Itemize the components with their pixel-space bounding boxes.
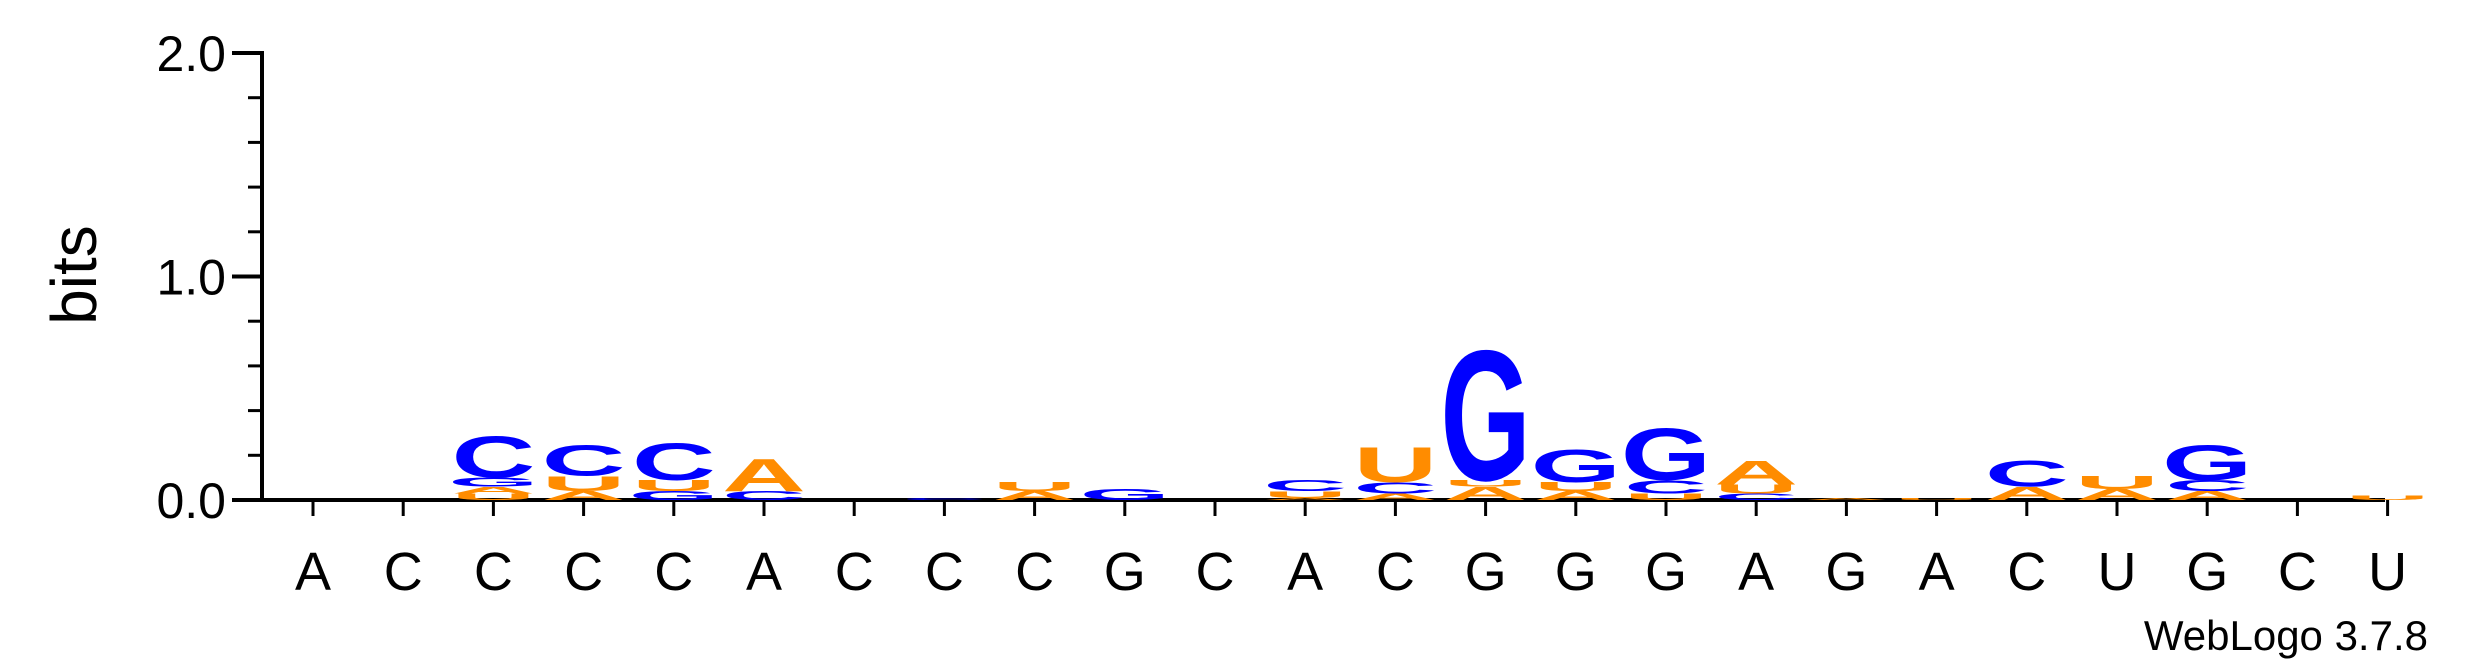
logo-letter-a: A xyxy=(1534,489,1618,503)
logo-letter-g: G xyxy=(629,489,719,503)
logo-letter-c: C xyxy=(1624,477,1708,498)
x-tick-label: G xyxy=(1465,542,1507,602)
logo-letter-a: A xyxy=(1353,492,1437,502)
y-tick-label: 2.0 xyxy=(156,26,226,82)
logo-letter-u: U xyxy=(2075,472,2159,493)
logo-letter-c: C xyxy=(1353,479,1437,496)
x-tick-label: G xyxy=(1825,542,1867,602)
logo-letter-c: C xyxy=(542,436,626,485)
logo-letter-u: U xyxy=(451,492,535,502)
x-tick-label: C xyxy=(2007,542,2046,602)
y-axis-label: bits xyxy=(38,225,110,325)
logo-letter-a: A xyxy=(1985,483,2069,504)
logo-letter-u: U xyxy=(1624,492,1708,502)
x-tick-label: C xyxy=(1376,542,1415,602)
logo-letter-u: U xyxy=(1444,478,1528,488)
x-tick-label: C xyxy=(474,542,513,602)
logo-letter-c: C xyxy=(1714,492,1798,502)
logo-letter-c: C xyxy=(451,425,535,491)
logo-letter-g: G xyxy=(2162,435,2252,491)
logo-letter-g: G xyxy=(1621,413,1711,496)
logo-letter-a: A xyxy=(1263,497,1347,500)
logo-letter-c: C xyxy=(2165,477,2249,494)
logo-letter-a: A xyxy=(1804,497,1888,500)
logo-letter-u: U xyxy=(1353,437,1437,493)
logo-letter-c: C xyxy=(722,489,806,503)
logo-letter-a: A xyxy=(2165,489,2249,503)
x-tick-label: U xyxy=(2098,542,2137,602)
logo-letter-u: U xyxy=(1895,497,1979,500)
logo-letter-g: G xyxy=(1080,486,1170,503)
logo-letter-u: U xyxy=(1263,489,1347,499)
logo-letter-a: A xyxy=(2075,486,2159,503)
x-tick-label: A xyxy=(1287,542,1323,602)
logo-letter-u: U xyxy=(1534,480,1618,494)
logo-letter-c: C xyxy=(1985,453,2069,494)
logo-letter-g: G xyxy=(1440,311,1530,520)
logo-letter-c: C xyxy=(902,497,986,500)
logo-letter-u: U xyxy=(542,471,626,495)
x-tick-label: G xyxy=(1555,542,1597,602)
logo-letter-u: U xyxy=(1714,482,1798,496)
logo-letter-a: A xyxy=(1714,454,1798,492)
y-tick-label: 0.0 xyxy=(156,473,226,529)
y-tick-label: 1.0 xyxy=(156,250,226,306)
x-tick-label: C xyxy=(1196,542,1235,602)
logo-letter-u: U xyxy=(993,480,1077,494)
x-tick-label: C xyxy=(925,542,964,602)
x-tick-label: C xyxy=(835,542,874,602)
x-tick-label: G xyxy=(2186,542,2228,602)
logo-letter-u: U xyxy=(2346,494,2430,501)
logo-letter-c: C xyxy=(632,433,716,492)
x-tick-label: C xyxy=(654,542,693,602)
logo-letter-c: C xyxy=(1263,477,1347,494)
x-tick-label: G xyxy=(1645,542,1687,602)
logo-letter-a: A xyxy=(451,485,535,495)
logo-letter-a: A xyxy=(993,489,1077,503)
x-tick-label: C xyxy=(564,542,603,602)
x-tick-label: C xyxy=(384,542,423,602)
logo-letter-a: A xyxy=(722,449,806,501)
x-tick-label: A xyxy=(746,542,782,602)
x-tick-label: A xyxy=(1919,542,1955,602)
y-axis: 0.0 1.0 2.0 xyxy=(156,26,264,529)
x-tick-label: U xyxy=(2368,542,2407,602)
x-tick-label: C xyxy=(2278,542,2317,602)
x-tick-label: C xyxy=(1015,542,1054,602)
x-tick-label: A xyxy=(295,542,331,602)
x-tick-label: A xyxy=(1738,542,1774,602)
logo-letter-g: G xyxy=(1531,440,1621,492)
logo-letter-g: G xyxy=(448,475,538,489)
logo-letter-a: A xyxy=(542,489,626,503)
weblogo-credit: WebLogo 3.7.8 xyxy=(2144,612,2428,659)
x-tick-label: G xyxy=(1104,542,1146,602)
logo-letter-u: U xyxy=(632,477,716,494)
logo-letter-a: A xyxy=(1444,483,1528,504)
